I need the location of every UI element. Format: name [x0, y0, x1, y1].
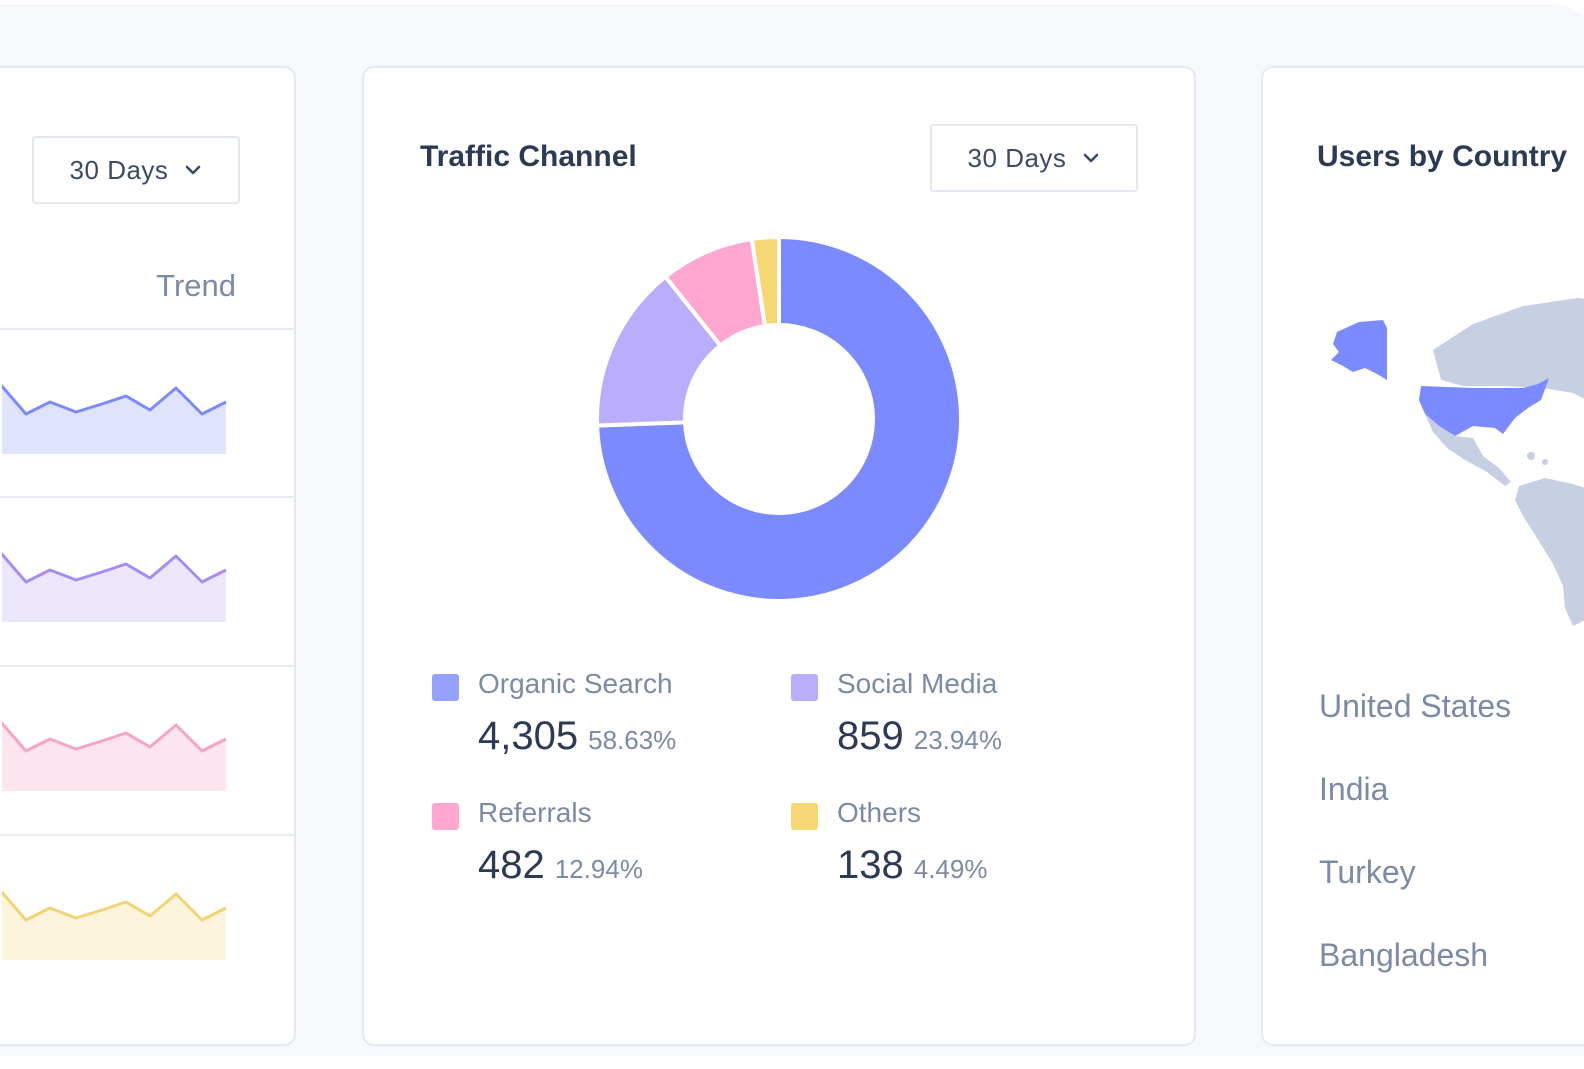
legend-count: 859 — [837, 714, 904, 758]
legend-percent: 58.63% — [588, 725, 677, 755]
legend-count: 482 — [478, 843, 545, 887]
period-dropdown-label: 30 Days — [967, 142, 1067, 173]
trend-card: 30 Days Trend — [0, 66, 296, 1046]
trend-sparkline — [2, 552, 227, 622]
card-title: Users by Country — [1317, 140, 1568, 173]
legend-value: 482 12.94% — [478, 843, 643, 888]
legend-swatch — [432, 674, 459, 701]
trend-sparkline — [2, 384, 227, 454]
legend-label: Social Media — [837, 668, 998, 699]
country-name: Turkey — [1319, 854, 1416, 890]
legend-value: 859 23.94% — [837, 714, 1002, 759]
legend-value: 138 4.49% — [837, 843, 987, 888]
world-map — [1323, 268, 1584, 628]
sparkline-line — [2, 384, 227, 416]
period-dropdown-label: 30 Days — [69, 154, 169, 185]
dashboard-frame: 30 Days Trend Traffic Channel 30 Days — [0, 4, 1584, 1056]
map-region-south-america — [1515, 478, 1584, 626]
map-region-usa — [1419, 378, 1549, 436]
legend-label: Organic Search — [478, 668, 673, 699]
sparkline-area — [2, 892, 226, 960]
country-name: India — [1319, 771, 1389, 807]
donut-slice-organic-search[interactable] — [595, 234, 963, 603]
legend-count: 4,305 — [478, 714, 579, 758]
users-by-country-card: Users by Country United States India — [1261, 66, 1584, 1046]
sparkline-area — [2, 723, 226, 791]
country-name: United States — [1319, 688, 1512, 724]
legend-percent: 4.49% — [913, 854, 988, 884]
donut-slice-social-media[interactable] — [595, 273, 724, 428]
trend-row — [0, 496, 294, 664]
legend-swatch — [791, 674, 818, 701]
legend-label: Others — [837, 797, 922, 828]
traffic-donut-chart — [594, 234, 964, 604]
legend-percent: 23.94% — [913, 725, 1002, 755]
card-title: Traffic Channel — [420, 140, 637, 173]
traffic-channel-card: Traffic Channel 30 Days Organic Search 4… — [362, 66, 1196, 1046]
trend-sparkline — [2, 890, 227, 960]
trend-row — [0, 328, 294, 496]
trend-sparkline — [2, 721, 227, 791]
sparkline-area — [2, 386, 226, 454]
map-region-canada — [1433, 298, 1584, 399]
trend-row — [0, 665, 294, 833]
legend-count: 138 — [837, 843, 904, 887]
donut-slice-others[interactable] — [749, 234, 781, 329]
map-region-alaska — [1331, 320, 1387, 380]
trend-column-header: Trend — [156, 268, 236, 303]
legend-swatch — [791, 803, 818, 830]
chevron-down-icon — [186, 165, 201, 175]
sparkline-line — [2, 552, 227, 584]
period-dropdown-left[interactable]: 30 Days — [32, 136, 240, 204]
chevron-down-icon — [1084, 153, 1099, 163]
legend-value: 4,305 58.63% — [478, 714, 676, 759]
legend-swatch — [432, 803, 459, 830]
sparkline-line — [2, 890, 227, 922]
sparkline-line — [2, 721, 227, 753]
legend-label: Referrals — [478, 797, 592, 828]
legend-percent: 12.94% — [554, 854, 643, 884]
map-region-mexico — [1425, 414, 1511, 486]
period-dropdown[interactable]: 30 Days — [930, 124, 1138, 192]
sparkline-area — [2, 554, 226, 622]
trend-row — [0, 834, 294, 1002]
country-name: Bangladesh — [1319, 937, 1489, 973]
